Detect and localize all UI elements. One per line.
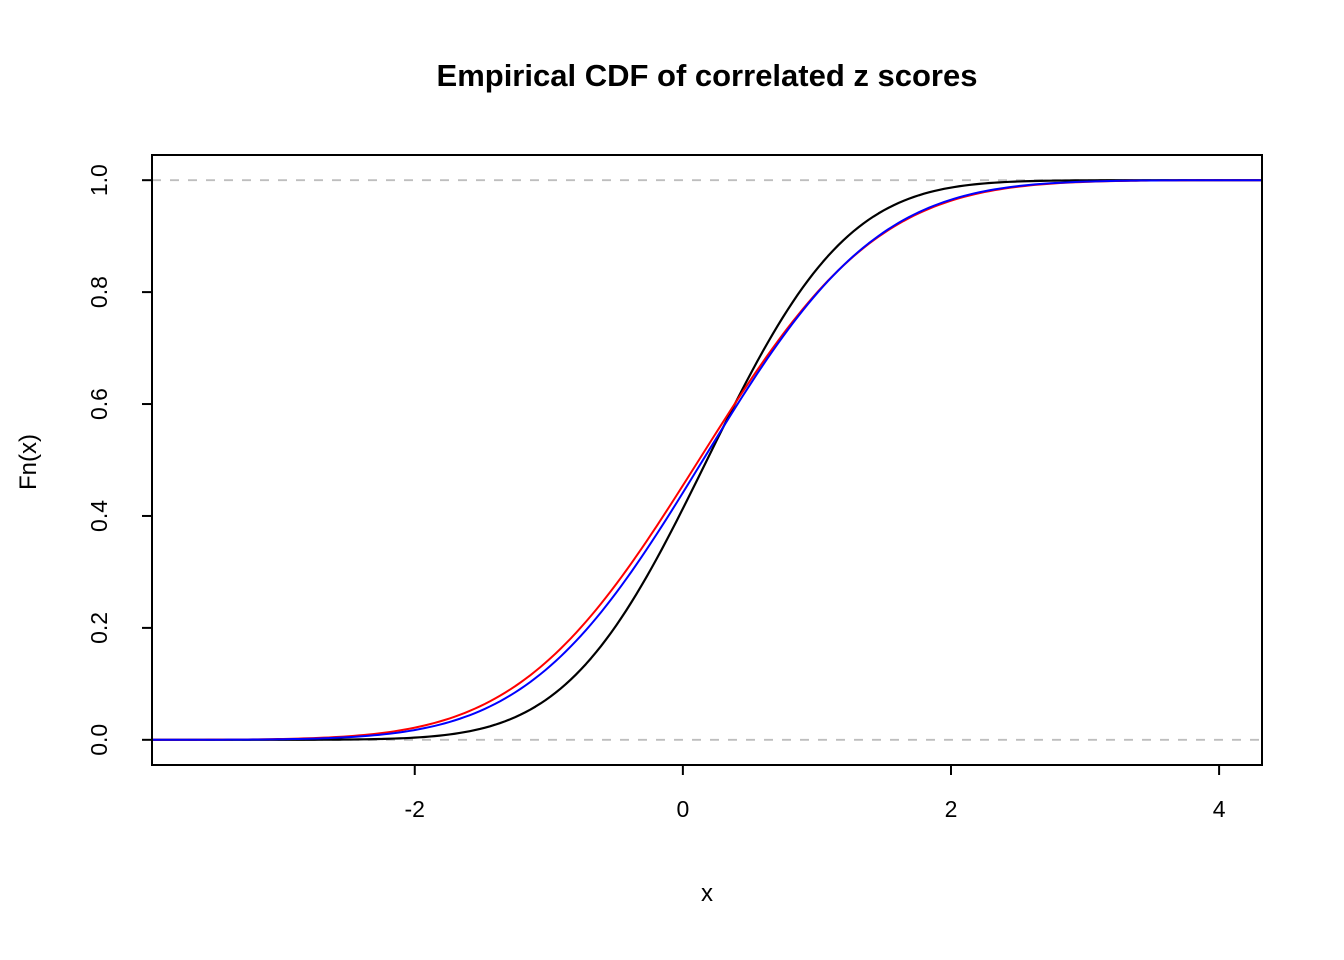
x-tick-label: 2 [945, 796, 958, 822]
series-theoretical-cdf-blue [152, 179, 1262, 741]
y-tick-label: 0.8 [86, 276, 112, 308]
x-tick-label: 4 [1213, 796, 1226, 822]
plot-frame [151, 154, 1263, 766]
chart-title: Empirical CDF of correlated z scores [436, 58, 978, 93]
x-tick-label: 0 [676, 796, 689, 822]
x-tick-label: -2 [405, 796, 425, 822]
x-axis-label: x [701, 880, 713, 907]
y-tick-label: 0.0 [86, 724, 112, 756]
y-tick-label: 0.4 [86, 500, 112, 532]
y-tick-label: 0.2 [86, 612, 112, 644]
series-empirical-cdf-black [152, 179, 1262, 741]
y-tick-label: 1.0 [86, 164, 112, 196]
y-tick-label: 0.6 [86, 388, 112, 420]
